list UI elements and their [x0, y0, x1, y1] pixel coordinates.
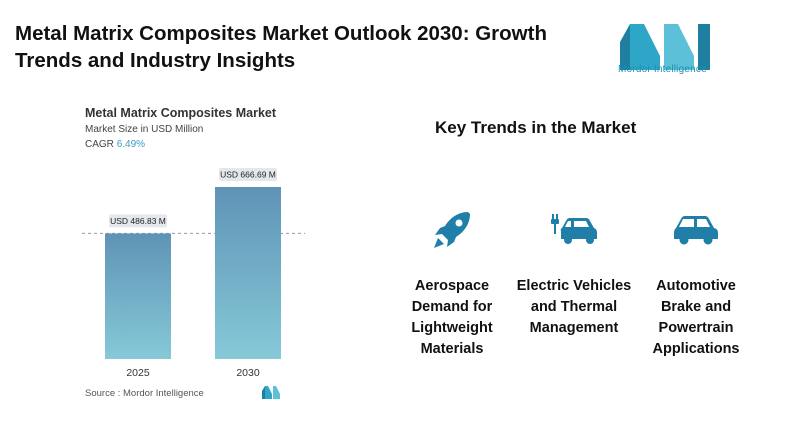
bar-2030	[215, 187, 281, 359]
chart-title: Metal Matrix Composites Market	[85, 106, 277, 120]
mordor-logo	[620, 24, 710, 70]
brand-name: Mordor Intelligence	[618, 64, 707, 75]
data-label-box-2030	[219, 168, 277, 181]
key-trends-title: Key Trends in the Market	[435, 118, 637, 137]
trend-label-electric-vehicles: Electric Vehicles and Thermal Management	[516, 278, 632, 336]
rocket-icon	[434, 212, 470, 248]
chart-cagr: CAGR 6.49%	[85, 139, 145, 150]
data-label-box-2025	[109, 214, 167, 228]
x-tick-label-2025: 2025	[126, 367, 150, 379]
source-note: Source : Mordor Intelligence	[85, 388, 204, 399]
data-label-2030: USD 666.69 M	[220, 170, 276, 180]
cagr-value: 6.49%	[116, 139, 146, 150]
source-logo	[262, 386, 280, 399]
x-tick-label-2030: 2030	[236, 367, 260, 379]
car-icon	[674, 216, 718, 245]
trend-label-aerospace: Aerospace Demand for Lightweight Materia…	[411, 278, 493, 357]
page-title: Metal Matrix Composites Market Outlook 2…	[15, 22, 547, 72]
data-label-2025: USD 486.83 M	[110, 216, 166, 226]
trend-label-automotive: Automotive Brake and Powertrain Applicat…	[652, 278, 740, 357]
cagr-label: CAGR	[85, 139, 114, 150]
chart-subtitle: Market Size in USD Million	[85, 124, 204, 135]
electric-car-icon	[551, 214, 597, 244]
bar-2025	[105, 233, 171, 359]
